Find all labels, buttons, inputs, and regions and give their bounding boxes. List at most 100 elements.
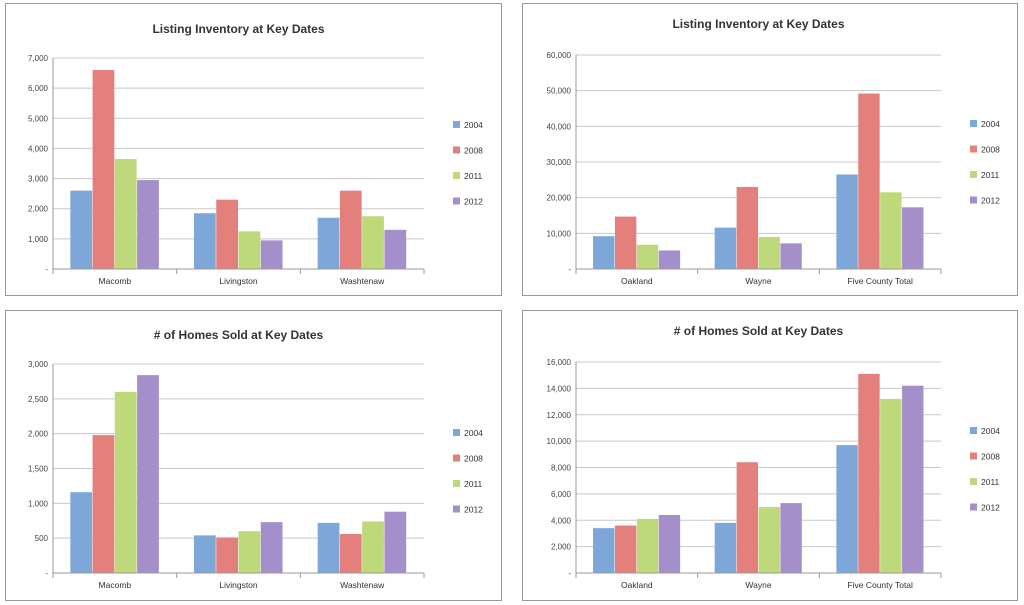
bar-2011-livingston: [238, 231, 261, 269]
bar-2012-wayne: [780, 503, 802, 573]
bar-2008-five-county-total: [858, 373, 880, 573]
legend-swatch: [970, 145, 977, 153]
y-tick-label: 40,000: [547, 122, 572, 131]
legend-label: 2012: [981, 196, 1000, 206]
y-tick-label: 14,000: [547, 384, 572, 393]
y-tick-label: 2,000: [28, 205, 49, 214]
bar-2004-wayne: [714, 227, 737, 269]
y-tick-label: 5,000: [28, 114, 49, 123]
legend-swatch: [970, 452, 977, 460]
legend-swatch: [970, 120, 977, 127]
bar-2012-livingston: [260, 240, 283, 269]
bar-2008-macomb: [92, 435, 115, 573]
legend-swatch: [453, 505, 460, 513]
bar-2012-macomb: [137, 375, 159, 573]
bar-2008-five-county-total: [858, 93, 880, 270]
x-category-label: Macomb: [99, 276, 132, 286]
bar-2004-five-county-total: [836, 174, 858, 269]
bar-2008-livingston: [216, 199, 238, 269]
y-tick-label: 1,000: [28, 235, 49, 244]
legend-swatch: [970, 503, 977, 511]
y-tick-label: 2,000: [28, 430, 49, 439]
bar-2011-macomb: [114, 391, 137, 573]
bar-2008-wayne: [736, 462, 758, 573]
x-category-label: Oakland: [621, 580, 653, 590]
legend-swatch: [453, 146, 460, 154]
y-tick-label: 8,000: [551, 464, 572, 473]
bar-2008-macomb: [92, 70, 115, 269]
bar-2012-washtenaw: [384, 511, 407, 573]
y-tick-label: 1,000: [28, 499, 49, 508]
legend-label: 2012: [464, 197, 483, 207]
legend-label: 2012: [464, 505, 483, 515]
legend-label: 2004: [981, 426, 1000, 436]
bar-2004-washtenaw: [317, 217, 340, 269]
y-tick-label: 6,000: [551, 490, 572, 499]
y-tick-label: 2,500: [28, 395, 49, 404]
bar-2011-oakland: [636, 518, 659, 573]
bar-2004-oakland: [593, 236, 615, 269]
legend-swatch: [453, 121, 460, 128]
legend-label: 2008: [981, 452, 1000, 462]
y-tick-label: 30,000: [547, 158, 572, 167]
legend-label: 2011: [981, 170, 1000, 180]
legend-swatch: [970, 478, 977, 485]
bar-2012-oakland: [658, 250, 681, 269]
y-tick-label: -: [568, 569, 571, 578]
x-category-label: Washtenaw: [340, 276, 385, 286]
legend-label: 2004: [464, 428, 483, 438]
bar-2008-wayne: [736, 186, 758, 269]
chart-title: Listing Inventory at Key Dates: [152, 22, 324, 36]
bar-2008-oakland: [614, 216, 637, 269]
chart-homes-sold-left: # of Homes Sold at Key Dates - 500 1,000 1,5…: [5, 310, 502, 601]
bar-2011-macomb: [114, 158, 137, 269]
bar-2012-five-county-total: [902, 385, 924, 573]
legend-swatch: [453, 480, 460, 487]
legend-swatch: [970, 427, 977, 434]
bar-2008-washtenaw: [339, 533, 362, 573]
y-tick-label: 7,000: [28, 54, 49, 63]
y-tick-label: 1,500: [28, 465, 49, 474]
legend-swatch: [970, 196, 977, 204]
chart-svg: # of Homes Sold at Key Dates - 500 1,000 1,5…: [28, 328, 483, 590]
x-category-label: Macomb: [99, 580, 132, 590]
chart-homes-sold-right: # of Homes Sold at Key Dates - 2,000 4,000 6…: [522, 310, 1018, 601]
y-tick-label: 60,000: [547, 51, 572, 60]
y-tick-label: 4,000: [551, 516, 572, 525]
bar-2004-wayne: [714, 522, 737, 573]
chart-svg: Listing Inventory at Key Dates - 1,000 2,00…: [28, 22, 483, 286]
bar-2012-wayne: [780, 243, 802, 269]
bar-2004-macomb: [70, 492, 93, 573]
bar-2004-oakland: [593, 528, 615, 573]
legend-swatch: [453, 429, 460, 436]
legend-swatch: [453, 172, 460, 179]
x-category-label: Oakland: [621, 276, 653, 286]
y-tick-label: -: [45, 265, 48, 274]
y-tick-label: -: [568, 265, 571, 274]
y-tick-label: -: [45, 569, 48, 578]
y-tick-label: 50,000: [547, 87, 572, 96]
legend-label: 2012: [981, 503, 1000, 513]
bar-2011-livingston: [238, 531, 261, 573]
bar-2012-macomb: [137, 180, 159, 269]
bar-2012-five-county-total: [902, 207, 924, 269]
legend-label: 2008: [464, 454, 483, 464]
legend-label: 2004: [981, 119, 1000, 129]
y-tick-label: 4,000: [28, 144, 49, 153]
y-tick-label: 10,000: [547, 229, 572, 238]
x-category-label: Livingston: [219, 276, 258, 286]
bar-2011-five-county-total: [880, 192, 902, 269]
bar-2011-five-county-total: [880, 398, 902, 573]
legend-swatch: [453, 454, 460, 462]
bar-2004-washtenaw: [317, 522, 340, 573]
x-category-label: Wayne: [745, 580, 771, 590]
chart-title: # of Homes Sold at Key Dates: [674, 324, 844, 338]
y-tick-label: 3,000: [28, 175, 49, 184]
y-tick-label: 10,000: [547, 437, 572, 446]
bar-2008-oakland: [614, 525, 637, 573]
x-category-label: Livingston: [219, 580, 258, 590]
bar-2012-washtenaw: [384, 229, 407, 269]
chart-listing-inventory-right: Listing Inventory at Key Dates - 10,000 20,…: [522, 3, 1018, 296]
bar-2011-wayne: [758, 507, 780, 573]
bar-2008-washtenaw: [339, 190, 362, 269]
